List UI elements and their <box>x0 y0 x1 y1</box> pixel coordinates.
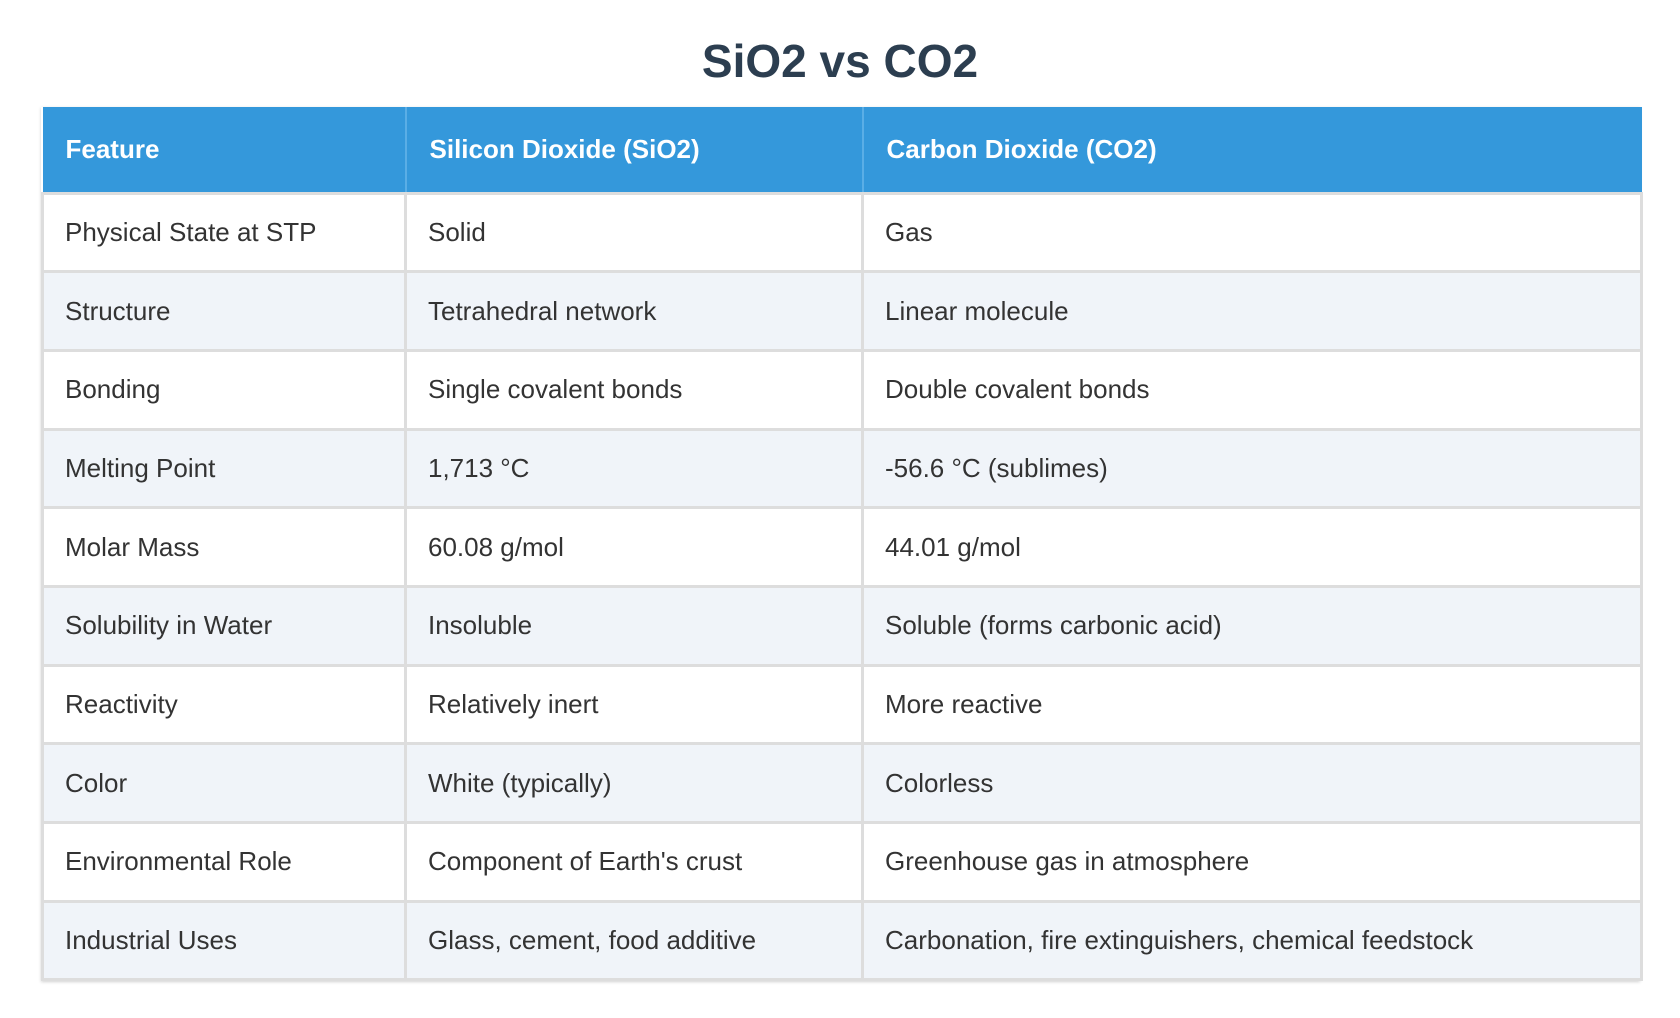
sio2-cell: White (typically) <box>404 742 864 824</box>
feature-cell: Molar Mass <box>41 506 407 588</box>
co2-cell: More reactive <box>861 663 1643 746</box>
co2-cell: Greenhouse gas in atmosphere <box>861 821 1643 903</box>
table-row: Bonding Single covalent bonds Double cov… <box>41 348 1643 431</box>
feature-cell: Solubility in Water <box>41 584 407 667</box>
feature-cell: Physical State at STP <box>41 191 407 274</box>
header-row: Feature Silicon Dioxide (SiO2) Carbon Di… <box>42 107 1642 193</box>
feature-cell: Bonding <box>41 348 407 431</box>
table-row: Structure Tetrahedral network Linear mol… <box>41 270 1643 352</box>
page-title: SiO2 vs CO2 <box>701 35 979 87</box>
sio2-cell: Glass, cement, food additive <box>404 899 864 982</box>
header-co2: Carbon Dioxide (CO2) <box>862 107 1642 193</box>
table-row: Color White (typically) Colorless <box>41 742 1643 824</box>
header-sio2: Silicon Dioxide (SiO2) <box>405 107 864 193</box>
sio2-cell: Single covalent bonds <box>404 348 864 431</box>
co2-cell: -56.6 °C (sublimes) <box>861 427 1643 510</box>
feature-cell: Environmental Role <box>41 821 407 903</box>
table-row: Physical State at STP Solid Gas <box>41 191 1643 274</box>
header-feature: Feature <box>42 107 407 193</box>
feature-cell: Melting Point <box>41 427 407 510</box>
co2-cell: Linear molecule <box>861 270 1643 352</box>
sio2-cell: Relatively inert <box>404 663 864 746</box>
table-header: Feature Silicon Dioxide (SiO2) Carbon Di… <box>42 107 1642 193</box>
table-row: Reactivity Relatively inert More reactiv… <box>41 663 1643 746</box>
sio2-cell: 1,713 °C <box>404 427 864 510</box>
sio2-cell: Insoluble <box>404 584 864 667</box>
comparison-table: Feature Silicon Dioxide (SiO2) Carbon Di… <box>41 107 1643 982</box>
feature-cell: Color <box>41 742 407 824</box>
co2-cell: Colorless <box>861 742 1643 824</box>
co2-cell: Double covalent bonds <box>861 348 1643 431</box>
table-body: Physical State at STP Solid Gas Structur… <box>41 191 1643 982</box>
table-row: Melting Point 1,713 °C -56.6 °C (sublime… <box>41 427 1643 510</box>
sio2-cell: Tetrahedral network <box>404 270 864 352</box>
co2-cell: Gas <box>861 191 1643 274</box>
feature-cell: Structure <box>41 270 407 352</box>
table-row: Molar Mass 60.08 g/mol 44.01 g/mol <box>41 506 1643 588</box>
table-row: Industrial Uses Glass, cement, food addi… <box>41 899 1643 982</box>
table-row: Environmental Role Component of Earth's … <box>41 821 1643 903</box>
co2-cell: Carbonation, fire extinguishers, chemica… <box>861 899 1643 982</box>
co2-cell: 44.01 g/mol <box>861 506 1643 588</box>
feature-cell: Industrial Uses <box>41 899 407 982</box>
table-row: Solubility in Water Insoluble Soluble (f… <box>41 584 1643 667</box>
sio2-cell: Solid <box>404 191 864 274</box>
sio2-cell: Component of Earth's crust <box>404 821 864 903</box>
comparison-table-container: Feature Silicon Dioxide (SiO2) Carbon Di… <box>41 107 1643 982</box>
sio2-cell: 60.08 g/mol <box>404 506 864 588</box>
feature-cell: Reactivity <box>41 663 407 746</box>
co2-cell: Soluble (forms carbonic acid) <box>861 584 1643 667</box>
